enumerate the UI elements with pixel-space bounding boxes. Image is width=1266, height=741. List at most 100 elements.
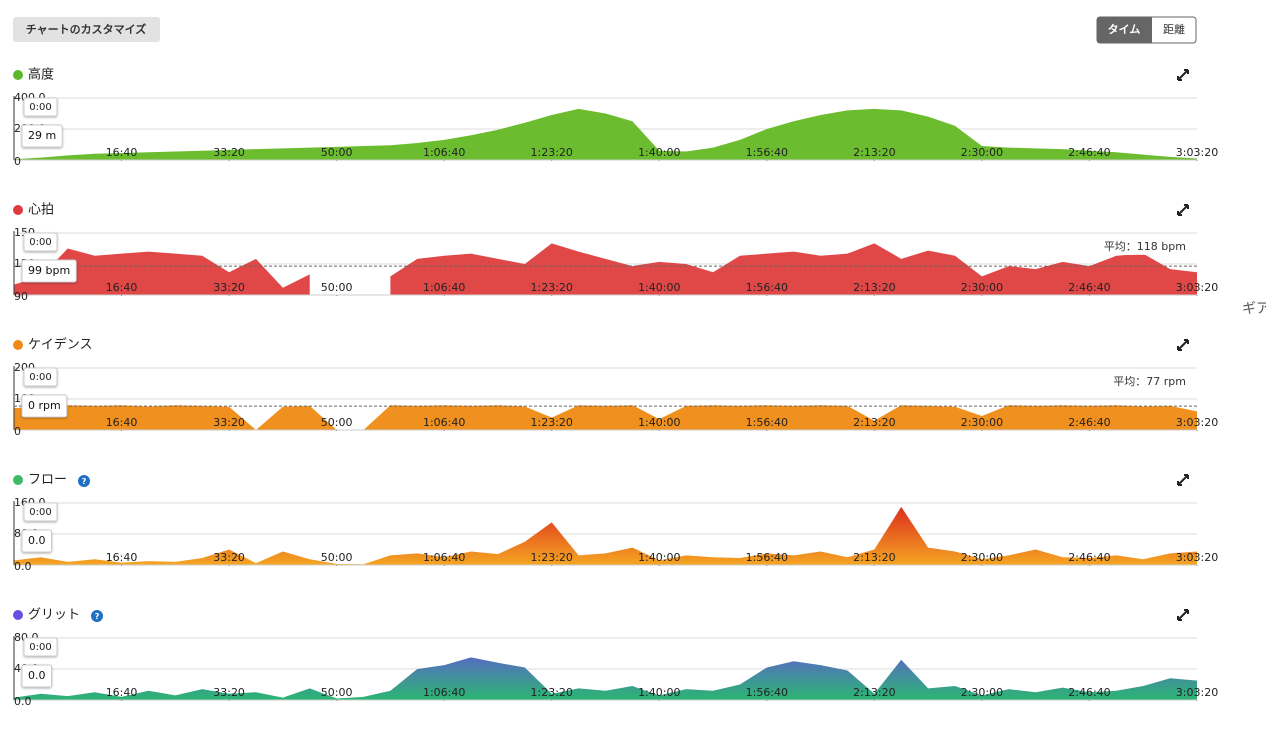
x-tick-label: 1:56:40 [746,686,788,699]
x-tick-label: 1:40:00 [638,281,680,294]
expand-icon[interactable] [1177,204,1189,216]
expand-icon[interactable] [1177,69,1189,81]
tooltip-value-box [21,124,63,148]
chart-title: 心拍 [28,203,54,218]
y-tick-label: 90 [14,290,28,303]
x-tick-label: 3:03:20 [1176,146,1218,159]
x-tick-label: 50:00 [321,551,353,564]
tooltip-time: 0:00 [29,102,51,113]
help-icon[interactable] [91,610,104,622]
toggle-distance-label: 距離 [1163,22,1185,36]
customize-button[interactable] [13,17,160,42]
x-tick-label: 2:13:20 [853,551,895,564]
area-series [14,657,1197,700]
legend-dot [13,475,23,485]
expand-icon[interactable] [1177,474,1189,486]
x-tick-label: 33:20 [213,281,245,294]
x-tick-label: 16:40 [106,416,138,429]
tooltip-time-box [23,97,58,117]
x-tick-label: 1:56:40 [746,281,788,294]
x-tick-label: 1:23:20 [531,686,573,699]
tooltip-time: 0:00 [29,642,51,653]
toggle-time[interactable] [1097,17,1152,43]
tooltip-value-box [21,664,52,688]
x-tick-label: 3:03:20 [1176,686,1218,699]
chart-title: 高度 [28,67,54,83]
x-tick-label: 1:06:40 [423,281,465,294]
x-tick-label: 16:40 [106,146,138,159]
legend-dot [13,340,23,350]
x-tick-label: 16:40 [106,551,138,564]
y-tick-label: 0.0 [14,695,32,708]
chart-title: グリット [28,608,80,623]
tooltip-time-box [23,502,58,522]
x-tick-label: 2:30:00 [961,146,1003,159]
expand-icon[interactable] [1177,339,1189,351]
x-tick-label: 50:00 [321,416,353,429]
tooltip-value: 0.0 [28,534,46,547]
x-tick-label: 2:13:20 [853,416,895,429]
customize-label: チャートのカスタマイズ [26,22,147,36]
x-tick-label: 1:23:20 [531,281,573,294]
expand-icon[interactable] [1177,609,1189,621]
tooltip-time-box [23,637,58,657]
tooltip-time: 0:00 [29,237,51,248]
x-tick-label: 2:30:00 [961,551,1003,564]
area-series [14,405,1197,430]
x-tick-label: 2:30:00 [961,686,1003,699]
x-tick-label: 33:20 [213,416,245,429]
x-tick-label: 1:56:40 [746,416,788,429]
x-tick-label: 1:40:00 [638,146,680,159]
area-series [14,506,1197,565]
x-tick-label: 50:00 [321,146,353,159]
help-icon-label: ? [95,612,100,621]
help-icon-label: ? [82,477,87,486]
x-tick-label: 50:00 [321,281,353,294]
x-tick-label: 1:06:40 [423,416,465,429]
area-series [14,243,1197,295]
x-tick-label: 3:03:20 [1176,551,1218,564]
x-tick-label: 2:30:00 [961,416,1003,429]
x-tick-label: 50:00 [321,686,353,699]
x-tick-label: 1:06:40 [423,146,465,159]
legend-dot [13,610,23,620]
tooltip-value: 99 bpm [28,264,70,277]
x-tick-label: 3:03:20 [1176,416,1218,429]
x-tick-label: 1:23:20 [531,146,573,159]
x-tick-label: 2:46:40 [1068,281,1110,294]
x-tick-label: 1:40:00 [638,686,680,699]
x-tick-label: 2:13:20 [853,281,895,294]
x-tick-label: 1:40:00 [638,551,680,564]
tooltip-time-box [23,232,58,252]
x-tick-label: 2:46:40 [1068,146,1110,159]
x-tick-label: 1:40:00 [638,416,680,429]
tooltip-value-box [21,529,52,553]
y-tick-label: 0 [14,425,21,438]
x-tick-label: 33:20 [213,146,245,159]
x-tick-label: 2:13:20 [853,146,895,159]
x-tick-label: 2:46:40 [1068,686,1110,699]
help-icon[interactable] [78,475,91,487]
tooltip-value-box [21,259,77,283]
legend-dot [13,70,23,80]
area-series [14,108,1197,160]
x-tick-label: 1:56:40 [746,551,788,564]
x-tick-label: 33:20 [213,686,245,699]
x-tick-label: 16:40 [106,686,138,699]
chart-title: ケイデンス [28,337,92,353]
x-tick-label: 3:03:20 [1176,281,1218,294]
x-tick-label: 2:13:20 [853,686,895,699]
x-tick-label: 2:46:40 [1068,416,1110,429]
y-tick-label: 0 [14,155,21,168]
tooltip-time: 0:00 [29,372,51,383]
x-tick-label: 16:40 [106,281,138,294]
average-label: 平均：77 rpm [1113,375,1186,388]
legend-dot [13,205,23,215]
tooltip-time-box [23,367,58,387]
x-tick-label: 1:06:40 [423,686,465,699]
x-tick-label: 1:06:40 [423,551,465,564]
x-tick-label: 33:20 [213,551,245,564]
side-text: ギア [1242,301,1266,317]
average-label-bg [1109,374,1190,390]
